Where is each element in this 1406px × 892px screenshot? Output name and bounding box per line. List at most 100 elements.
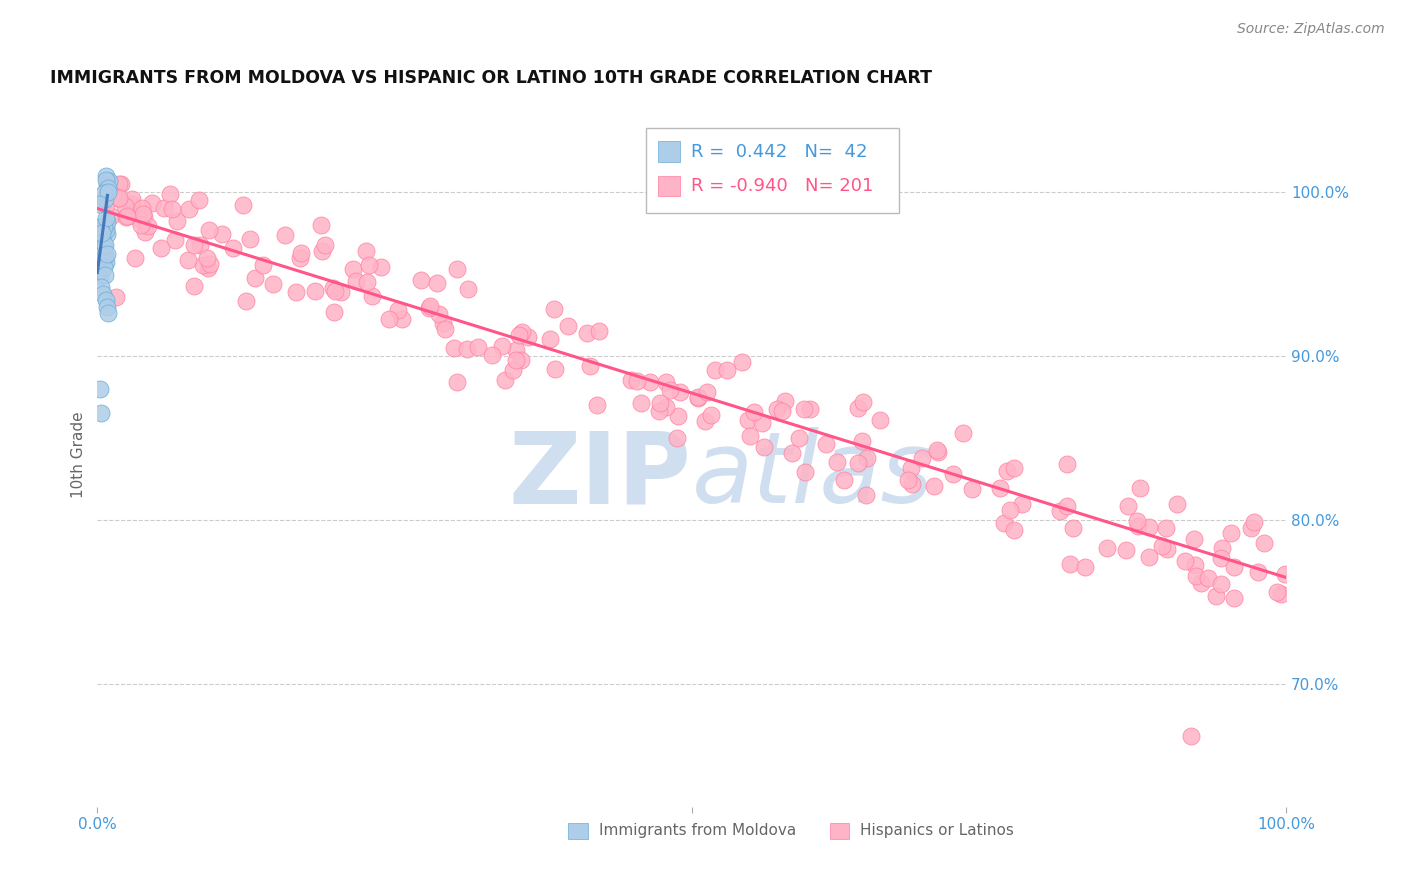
Point [834, 473, 856, 487]
Point [160, 202, 183, 217]
Point [1197, 571, 1219, 585]
Point [153, 202, 176, 216]
Point [1097, 541, 1119, 555]
Point [538, 332, 561, 346]
Point [688, 392, 710, 406]
Point [177, 252, 200, 267]
Point [427, 307, 450, 321]
Point [1126, 514, 1149, 528]
Point [96, 180, 118, 194]
Point [183, 278, 205, 293]
Point [1059, 558, 1081, 572]
Point [97, 181, 120, 195]
Point [121, 192, 143, 206]
Point [94, 223, 117, 237]
Point [87, 220, 110, 235]
Point [588, 324, 610, 338]
Point [1056, 500, 1078, 514]
Point [1211, 541, 1233, 555]
Point [235, 293, 257, 308]
Point [993, 516, 1015, 530]
Text: ZIP: ZIP [509, 427, 692, 524]
Point [90, 407, 112, 421]
Point [1002, 461, 1025, 475]
Point [696, 384, 718, 399]
Point [191, 258, 214, 272]
Text: IMMIGRANTS FROM MOLDOVA VS HISPANIC OR LATINO 10TH GRADE CORRELATION CHART: IMMIGRANTS FROM MOLDOVA VS HISPANIC OR L… [49, 69, 932, 87]
Point [869, 413, 891, 427]
Point [1128, 518, 1150, 533]
Point [93, 238, 115, 252]
Point [752, 440, 775, 454]
Point [846, 401, 869, 416]
Point [668, 384, 690, 399]
Point [557, 319, 579, 334]
Point [988, 482, 1011, 496]
Point [576, 326, 599, 341]
Point [1209, 550, 1232, 565]
Point [901, 476, 924, 491]
Point [97, 174, 120, 188]
Point [273, 227, 295, 242]
Point [239, 232, 262, 246]
Point [666, 431, 689, 445]
Point [751, 417, 773, 431]
Point [1137, 520, 1160, 534]
Point [1062, 521, 1084, 535]
Point [323, 305, 346, 319]
Point [91, 247, 114, 261]
Point [666, 409, 689, 424]
Point [793, 401, 815, 416]
Point [815, 437, 838, 451]
Point [699, 409, 721, 423]
Point [90, 243, 112, 257]
Point [90, 280, 112, 294]
Point [309, 219, 332, 233]
Point [1180, 730, 1202, 744]
Point [93, 257, 115, 271]
Point [114, 199, 136, 213]
Point [508, 328, 530, 343]
Point [770, 404, 793, 418]
Point [505, 343, 527, 357]
Point [1182, 532, 1205, 546]
Point [897, 473, 920, 487]
Point [998, 502, 1021, 516]
Point [512, 326, 534, 340]
Point [1128, 481, 1150, 495]
Point [183, 237, 205, 252]
Point [188, 238, 211, 252]
Text: Source: ZipAtlas.com: Source: ZipAtlas.com [1237, 22, 1385, 37]
Point [166, 214, 188, 228]
Point [94, 254, 117, 268]
Point [94, 268, 117, 283]
Y-axis label: 10th Grade: 10th Grade [72, 411, 86, 498]
Point [159, 186, 181, 201]
Point [851, 434, 873, 449]
Point [509, 353, 531, 368]
Point [89, 255, 111, 269]
Text: atlas: atlas [692, 427, 934, 524]
Point [97, 185, 120, 199]
Point [467, 340, 489, 354]
Point [766, 402, 789, 417]
Point [132, 211, 155, 225]
Point [108, 192, 131, 206]
Point [93, 239, 115, 253]
Point [1049, 503, 1071, 517]
Point [304, 284, 326, 298]
Point [626, 374, 648, 388]
Point [952, 426, 974, 441]
Point [1247, 565, 1270, 579]
Point [446, 375, 468, 389]
Point [799, 401, 821, 416]
Point [924, 479, 946, 493]
Point [314, 238, 336, 252]
Point [494, 372, 516, 386]
Point [737, 413, 759, 427]
Point [704, 363, 727, 377]
Point [87, 266, 110, 280]
Point [94, 192, 117, 206]
Point [290, 246, 312, 260]
Point [187, 194, 209, 208]
